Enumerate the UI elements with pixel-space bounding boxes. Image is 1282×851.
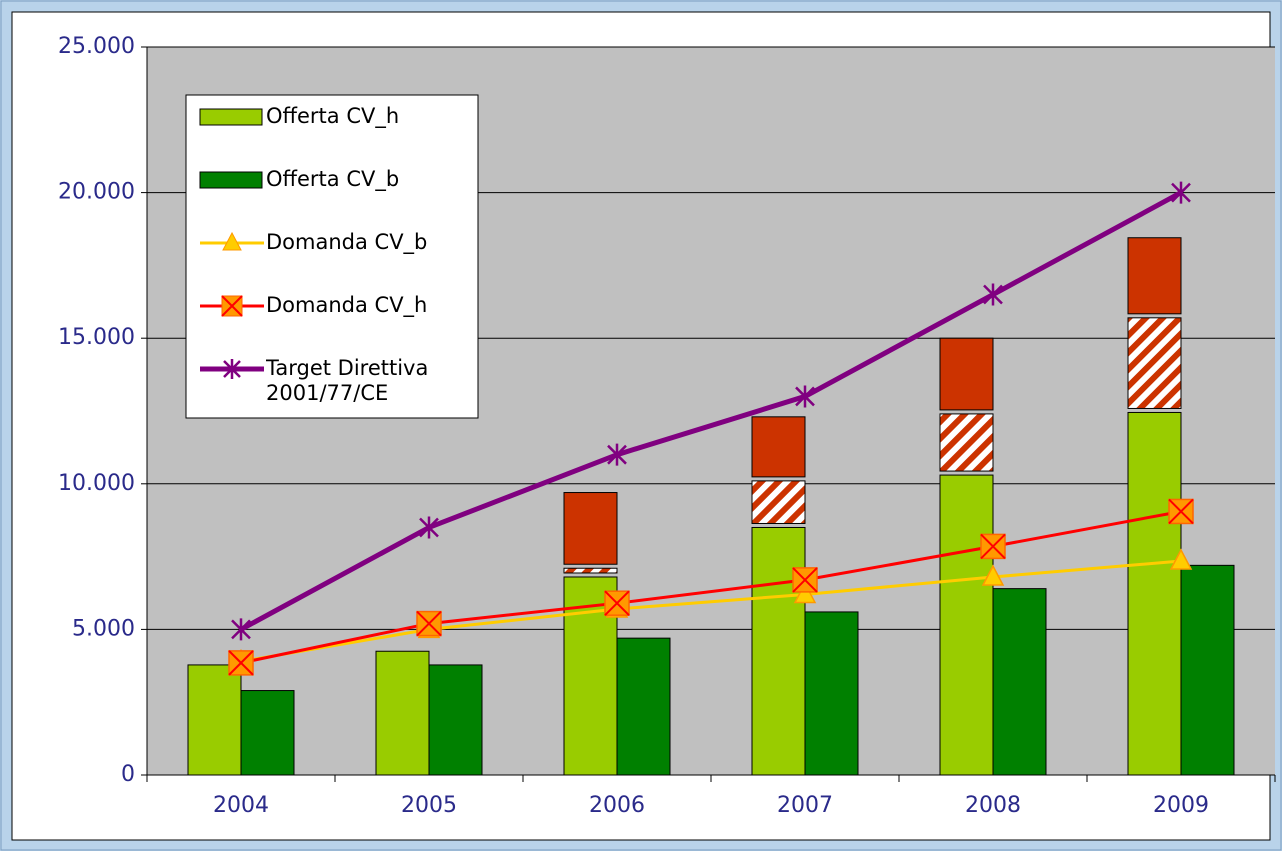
bar bbox=[1127, 317, 1182, 409]
bar bbox=[563, 492, 618, 565]
bar bbox=[751, 416, 806, 478]
line bbox=[240, 509, 1182, 665]
bar bbox=[751, 480, 806, 524]
x-tick-label: 2004 bbox=[213, 793, 269, 818]
bar bbox=[939, 337, 994, 411]
marker-cross bbox=[1168, 498, 1194, 525]
marker-cross bbox=[228, 650, 254, 676]
bar bbox=[751, 526, 806, 776]
legend-swatch bbox=[199, 108, 263, 126]
bar bbox=[1127, 237, 1182, 315]
x-tick-label: 2009 bbox=[1153, 793, 1209, 818]
legend-label-box: Domanda CV_h bbox=[266, 293, 428, 317]
bar bbox=[375, 650, 430, 776]
bar bbox=[563, 567, 618, 574]
legend bbox=[185, 94, 479, 419]
legend-label-box: Domanda CV_b bbox=[266, 230, 428, 254]
marker bbox=[795, 385, 815, 408]
bar bbox=[187, 664, 242, 776]
marker bbox=[1171, 181, 1191, 204]
bar bbox=[616, 637, 671, 776]
marker bbox=[607, 443, 627, 466]
line bbox=[240, 559, 1182, 663]
x-tick-label: 2006 bbox=[589, 793, 645, 818]
bar bbox=[939, 474, 994, 776]
legend-label: Offerta CV_b bbox=[266, 167, 400, 191]
marker bbox=[1169, 548, 1193, 570]
x-tick-label: 2005 bbox=[401, 793, 457, 818]
x-tick-label: 2008 bbox=[965, 793, 1021, 818]
y-tick-label: 15.000 bbox=[58, 325, 135, 350]
y-tick-label: 25.000 bbox=[58, 34, 135, 59]
marker-cross bbox=[980, 533, 1006, 560]
legend-marker-cross bbox=[221, 295, 243, 317]
line bbox=[239, 190, 1183, 632]
marker-cross bbox=[792, 567, 818, 593]
legend-label-box: Target Direttiva 2001/77/CE bbox=[266, 356, 429, 405]
bar bbox=[939, 413, 994, 472]
marker bbox=[419, 516, 439, 539]
legend-swatch bbox=[199, 171, 263, 189]
legend-label: Domanda CV_b bbox=[266, 230, 428, 254]
bar bbox=[428, 664, 483, 776]
bar bbox=[992, 588, 1047, 776]
marker bbox=[793, 581, 817, 604]
legend-label-box: Offerta CV_h bbox=[266, 104, 400, 128]
marker bbox=[231, 618, 251, 641]
bar bbox=[240, 690, 295, 776]
marker-cross bbox=[604, 590, 630, 616]
x-tick-label: 2007 bbox=[777, 793, 833, 818]
legend-label: Target Direttiva 2001/77/CE bbox=[266, 356, 429, 405]
marker-cross bbox=[416, 610, 442, 637]
y-tick-label: 10.000 bbox=[58, 471, 135, 496]
y-tick-label: 5.000 bbox=[72, 616, 135, 641]
bar bbox=[804, 611, 859, 776]
y-tick-label: 20.000 bbox=[58, 180, 135, 205]
marker bbox=[981, 564, 1005, 586]
marker bbox=[983, 283, 1003, 306]
legend-label: Offerta CV_h bbox=[266, 104, 400, 128]
legend-marker bbox=[222, 231, 242, 251]
y-tick-label: 0 bbox=[121, 762, 135, 787]
bar bbox=[1180, 564, 1235, 776]
legend-marker bbox=[223, 359, 241, 379]
legend-label-box: Offerta CV_b bbox=[266, 167, 400, 191]
legend-label: Domanda CV_h bbox=[266, 293, 428, 317]
bar bbox=[1127, 411, 1182, 776]
